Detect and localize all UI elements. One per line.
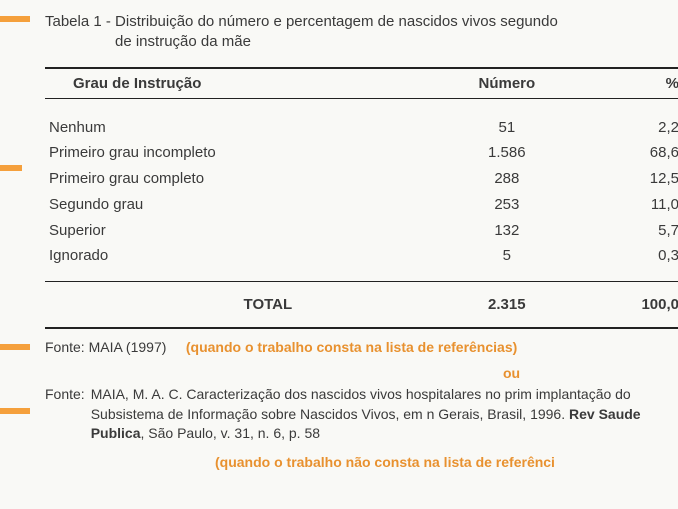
table-total-row: TOTAL 2.315 100,0 — [45, 282, 678, 329]
col-header-numero: Número — [435, 68, 579, 99]
table-row: Primeiro grau completo 288 12,5 — [45, 166, 678, 192]
table-row: Primeiro grau incompleto 1.586 68,6 — [45, 140, 678, 166]
fonte-short-note: (quando o trabalho consta na lista de re… — [186, 339, 517, 355]
cell-label: Ignorado — [45, 243, 435, 281]
cell-label: Nenhum — [45, 98, 435, 140]
cell-label: Superior — [45, 218, 435, 244]
cell-label: Primeiro grau incompleto — [45, 140, 435, 166]
cell-pct: 12,5 — [579, 166, 678, 192]
fonte-full-label: Fonte: — [45, 385, 91, 444]
table-caption: Tabela 1 - Distribuição do número e perc… — [45, 12, 678, 53]
table-header-row: Grau de Instrução Número % — [45, 68, 678, 99]
cell-num: 5 — [435, 243, 579, 281]
table-row: Superior 132 5,7 — [45, 218, 678, 244]
table-body: Nenhum 51 2,2 Primeiro grau incompleto 1… — [45, 98, 678, 282]
total-label: TOTAL — [45, 282, 435, 329]
separator-ou: ou — [45, 365, 678, 381]
cell-num: 288 — [435, 166, 579, 192]
col-header-pct: % — [579, 68, 678, 99]
accent-bar-1 — [0, 16, 30, 22]
fonte-full-note: (quando o trabalho não consta na lista d… — [45, 454, 678, 470]
total-pct: 100,0 — [579, 282, 678, 329]
cell-pct: 0,3 — [579, 243, 678, 281]
total-num: 2.315 — [435, 282, 579, 329]
cell-label: Segundo grau — [45, 192, 435, 218]
cell-pct: 68,6 — [579, 140, 678, 166]
table-row: Ignorado 5 0,3 — [45, 243, 678, 281]
accent-bar-3 — [0, 344, 30, 350]
table-row: Nenhum 51 2,2 — [45, 98, 678, 140]
cell-pct: 2,2 — [579, 98, 678, 140]
accent-bar-4 — [0, 408, 30, 414]
fonte-short: Fonte: MAIA (1997) (quando o trabalho co… — [45, 339, 678, 355]
page-content: Tabela 1 - Distribuição do número e perc… — [0, 0, 678, 470]
cell-pct: 11,0 — [579, 192, 678, 218]
fonte-full-before: MAIA, M. A. C. Caracterização dos nascid… — [91, 386, 631, 422]
cell-label: Primeiro grau completo — [45, 166, 435, 192]
cell-num: 132 — [435, 218, 579, 244]
fonte-full-after: , São Paulo, v. 31, n. 6, p. 58 — [141, 425, 321, 441]
col-header-grau: Grau de Instrução — [45, 68, 435, 99]
caption-line-1: Tabela 1 - Distribuição do número e perc… — [45, 12, 678, 32]
fonte-full: Fonte: MAIA, M. A. C. Caracterização dos… — [45, 385, 678, 444]
cell-num: 51 — [435, 98, 579, 140]
caption-line-2: de instrução da mãe — [45, 32, 678, 52]
cell-pct: 5,7 — [579, 218, 678, 244]
accent-bar-2 — [0, 165, 22, 171]
fonte-short-label: Fonte: MAIA (1997) — [45, 339, 166, 355]
cell-num: 253 — [435, 192, 579, 218]
fonte-full-text: MAIA, M. A. C. Caracterização dos nascid… — [91, 385, 678, 444]
data-table: Grau de Instrução Número % Nenhum 51 2,2… — [45, 67, 678, 330]
cell-num: 1.586 — [435, 140, 579, 166]
table-row: Segundo grau 253 11,0 — [45, 192, 678, 218]
